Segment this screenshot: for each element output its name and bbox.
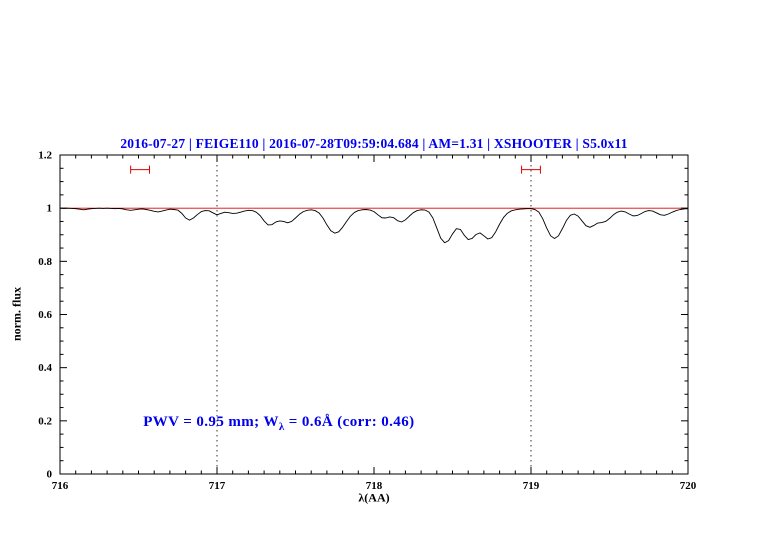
y-tick-label: 1 bbox=[47, 203, 53, 215]
y-tick-label: 0 bbox=[47, 469, 53, 481]
y-tick-label: 0.4 bbox=[38, 362, 52, 374]
x-tick-label: 716 bbox=[52, 480, 69, 492]
pwv-annotation-suffix: = 0.6Å (corr: 0.46) bbox=[284, 413, 415, 430]
y-axis-label: norm. flux bbox=[9, 287, 24, 341]
y-tick-label: 0.6 bbox=[38, 309, 52, 321]
pwv-annotation-prefix: PWV = 0.95 mm; W bbox=[143, 413, 279, 430]
plot-title: 2016-07-27 | FEIGE110 | 2016-07-28T09:59… bbox=[120, 136, 628, 151]
y-tick-label: 1.2 bbox=[38, 150, 52, 162]
y-tick-label: 0.8 bbox=[38, 256, 52, 268]
x-tick-label: 717 bbox=[209, 480, 226, 492]
pwv-annotation: PWV = 0.95 mm; Wλ = 0.6Å (corr: 0.46) bbox=[143, 414, 414, 433]
x-tick-label: 718 bbox=[366, 480, 383, 492]
spectrum-line bbox=[59, 207, 689, 244]
x-tick-label: 719 bbox=[523, 480, 540, 492]
pwv-annotation-lambda-sub: λ bbox=[278, 420, 285, 433]
x-tick-label: 720 bbox=[680, 480, 697, 492]
y-tick-label: 0.2 bbox=[38, 415, 52, 427]
x-axis-label: λ(AA) bbox=[358, 490, 390, 505]
